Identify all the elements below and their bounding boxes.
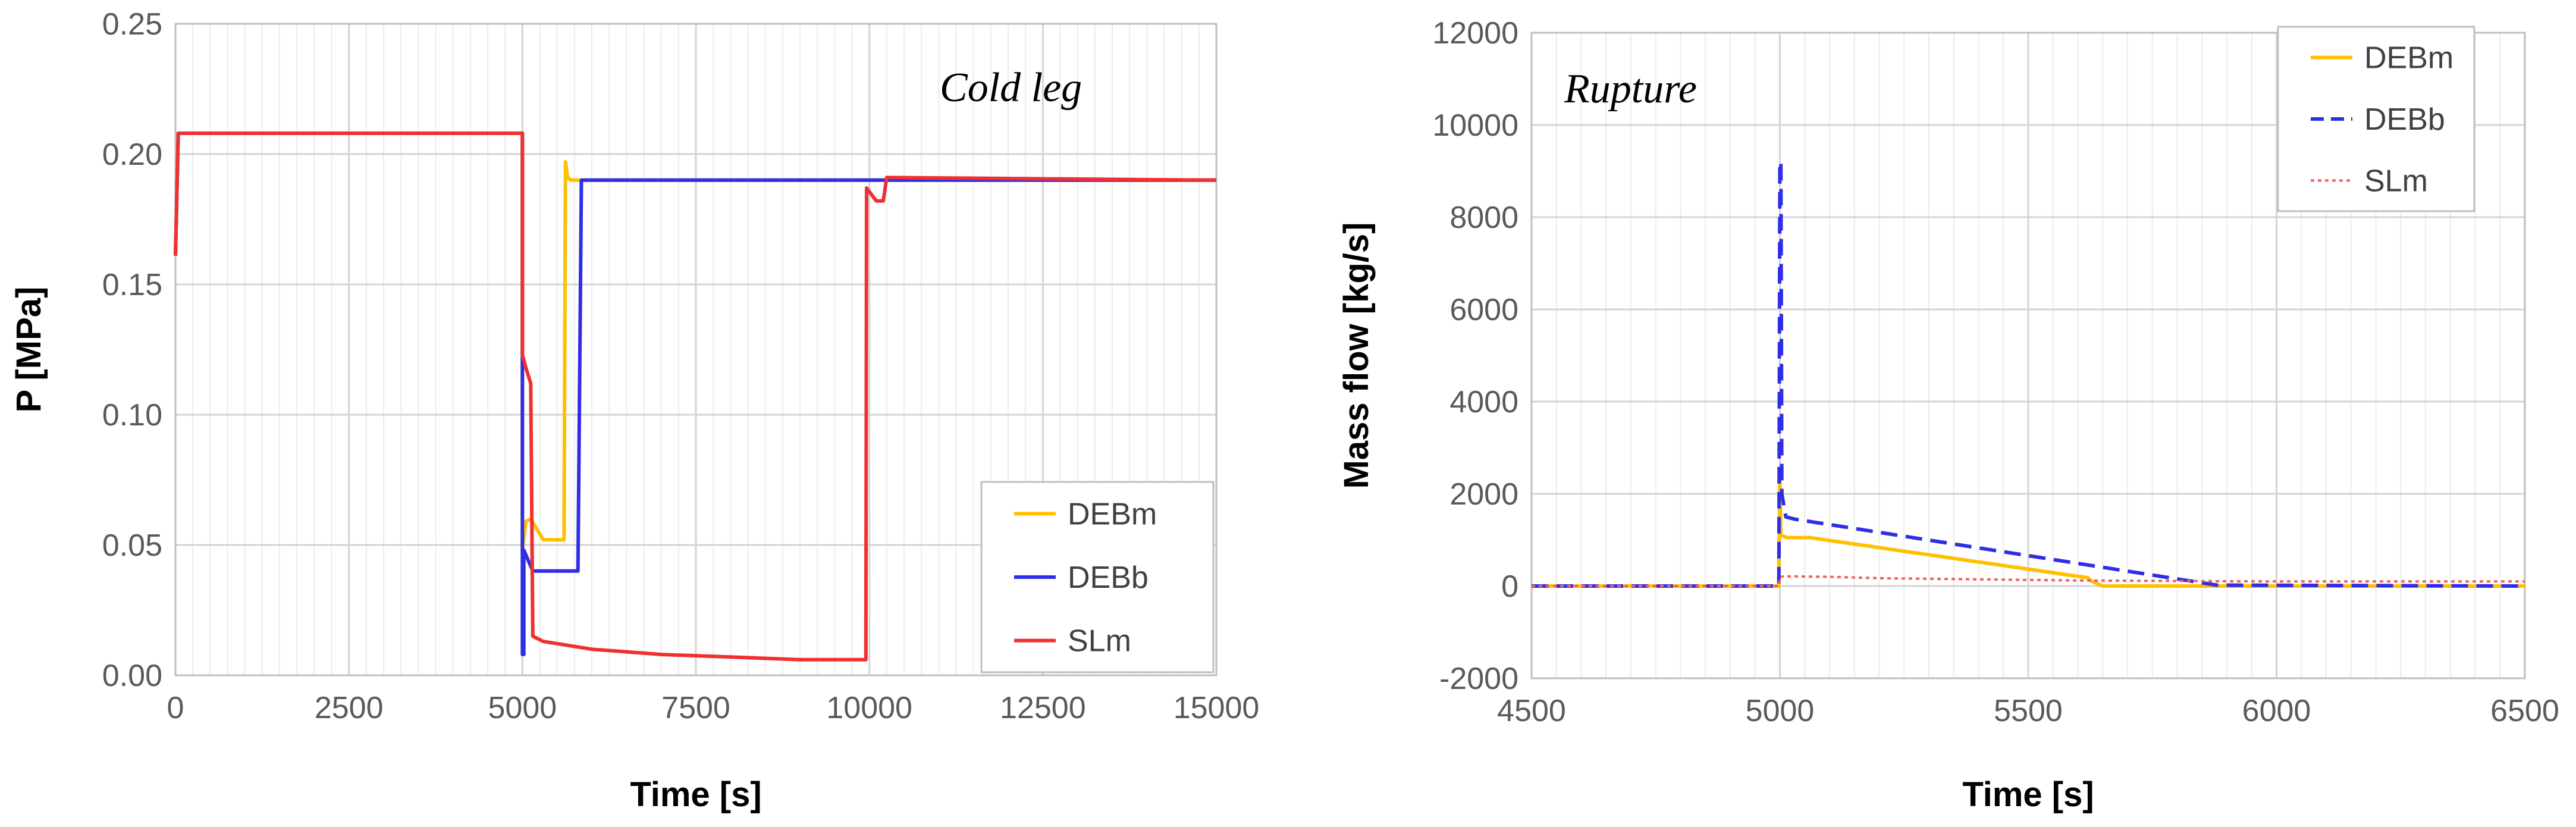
y-tick-label: 4000 [1449,385,1518,419]
series-line-slm [174,131,1217,662]
y-tick-label: 12000 [1432,16,1518,51]
pressure-legend: DEBm DEBb SLm [980,481,1215,673]
y-tick-label: 0.25 [102,7,162,42]
legend-label-debm: DEBm [1068,497,1157,531]
pressure-annotation: Cold leg [940,65,1082,111]
pressure-chart-series [174,131,1217,662]
mass-flow-chart: 4500 5000 5500 6000 6500 -2000 0 2000 4000 6000 8… [1337,16,2559,814]
x-tick-label: 2500 [315,691,384,725]
y-tick-label: 6000 [1449,293,1518,327]
y-tick-label: 0.20 [102,137,162,172]
x-tick-label: 5000 [488,691,557,725]
series-line-slm [1532,575,2525,587]
pressure-y-tick-labels: 0.00 0.05 0.10 0.15 0.20 0.25 [102,7,162,693]
y-tick-label: -2000 [1439,662,1518,696]
pressure-x-tick-labels: 0 2500 5000 7500 10000 12500 15000 [167,691,1260,725]
x-tick-label: 4500 [1497,694,1566,728]
mass-flow-x-axis-title: Time [s] [1962,775,2094,814]
y-tick-label: 0.05 [102,528,162,563]
series-line-debb [1532,160,2525,588]
x-tick-label: 0 [167,691,184,725]
legend-label-debm: DEBm [2364,41,2453,76]
mass-flow-plot-area [1530,32,2526,679]
y-tick-label: 2000 [1449,477,1518,512]
pressure-plot-area [174,23,1218,676]
y-tick-label: 8000 [1449,201,1518,235]
mass-flow-chart-series [1532,160,2525,588]
y-tick-label: 0.15 [102,268,162,302]
x-tick-label: 6500 [2490,694,2559,728]
x-tick-label: 10000 [826,691,912,725]
x-tick-label: 7500 [661,691,730,725]
legend-label-debb: DEBb [1068,560,1149,595]
x-tick-label: 5500 [1994,694,2063,728]
x-tick-label: 5000 [1746,694,1815,728]
mass-flow-y-tick-labels: -2000 0 2000 4000 6000 8000 10000 12000 [1432,16,1518,696]
mass-flow-y-axis-title: Mass flow [kg/s] [1337,223,1376,489]
legend-label-debb: DEBb [2364,102,2445,137]
pressure-x-axis-title: Time [s] [630,775,761,814]
y-tick-label: 0 [1501,569,1518,604]
x-tick-label: 6000 [2242,694,2311,728]
mass-flow-x-tick-labels: 4500 5000 5500 6000 6500 [1497,694,2559,728]
x-tick-label: 15000 [1174,691,1260,725]
legend-label-slm: SLm [1068,624,1131,659]
mass-flow-legend: DEBm DEBb SLm [2277,26,2475,212]
mass-flow-annotation: Rupture [1564,66,1697,112]
pressure-chart: 0 2500 5000 7500 10000 12500 15000 0.00 0.05 0.1… [10,7,1259,814]
y-tick-label: 0.00 [102,659,162,693]
y-tick-label: 10000 [1432,108,1518,143]
y-tick-label: 0.10 [102,398,162,433]
pressure-y-axis-title: P [MPa] [10,287,48,413]
legend-label-slm: SLm [2364,164,2428,198]
x-tick-label: 12500 [1000,691,1086,725]
